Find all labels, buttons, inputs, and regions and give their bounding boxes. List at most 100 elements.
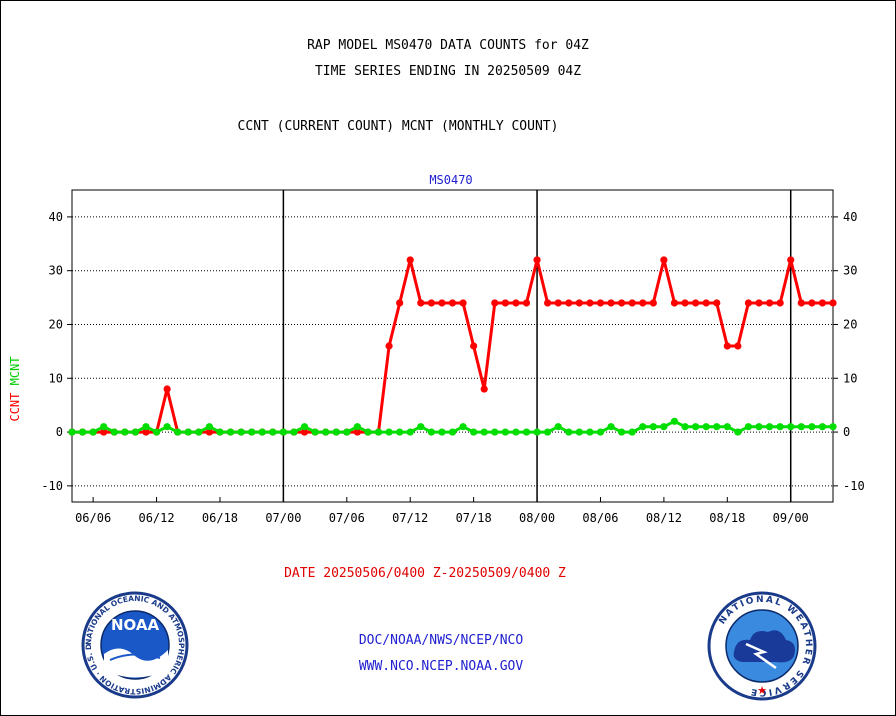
data-point-ccnt <box>755 299 763 307</box>
data-point-ccnt <box>787 256 795 264</box>
data-point-ccnt <box>681 299 689 307</box>
data-point-ccnt <box>142 428 150 436</box>
y-tick-label-left: 0 <box>56 425 63 439</box>
y-tick-label-left: -10 <box>41 479 63 493</box>
chart-subtitle: CCNT (CURRENT COUNT) MCNT (MONTHLY COUNT… <box>237 119 559 134</box>
x-tick-label: 08/00 <box>519 511 555 525</box>
data-point-mcnt <box>343 428 351 436</box>
data-point-mcnt <box>755 423 763 431</box>
data-point-mcnt <box>396 428 404 436</box>
date-range-label: DATE 20250506/0400 Z-20250509/0400 Z <box>284 566 566 581</box>
data-point-mcnt <box>607 423 615 431</box>
data-point-mcnt <box>385 428 393 436</box>
data-point-mcnt <box>522 428 531 436</box>
data-point-ccnt <box>618 299 626 307</box>
data-point-ccnt <box>818 299 827 307</box>
svg-text:★: ★ <box>757 684 767 697</box>
x-tick-label: 08/12 <box>646 511 682 525</box>
x-tick-label: 09/00 <box>773 511 809 525</box>
y-tick-label-right: 0 <box>843 425 850 439</box>
data-point-ccnt <box>300 428 309 436</box>
y-axis-label: CCNT MCNT <box>8 356 22 421</box>
data-point-mcnt <box>205 423 214 431</box>
data-point-ccnt <box>776 299 784 307</box>
data-point-ccnt <box>100 428 108 436</box>
data-point-mcnt <box>100 423 108 431</box>
y-tick-label-right: 10 <box>843 371 857 385</box>
data-point-mcnt <box>808 423 816 431</box>
data-point-mcnt <box>649 423 657 431</box>
data-point-ccnt <box>691 299 700 307</box>
data-point-ccnt <box>427 299 435 307</box>
data-point-mcnt <box>353 423 361 431</box>
data-point-mcnt <box>544 428 552 436</box>
y-tick-label-right: 40 <box>843 210 857 224</box>
data-point-mcnt <box>797 423 805 431</box>
data-point-mcnt <box>480 428 488 436</box>
data-point-ccnt <box>501 299 509 307</box>
data-point-mcnt <box>554 423 562 431</box>
data-point-mcnt <box>586 428 594 436</box>
y-tick-label-right: 20 <box>843 317 857 331</box>
x-tick-label: 06/18 <box>202 511 238 525</box>
data-point-mcnt <box>618 428 626 436</box>
data-point-mcnt <box>68 428 76 436</box>
data-point-mcnt <box>702 423 710 431</box>
data-point-ccnt <box>480 385 488 393</box>
data-point-ccnt <box>533 256 541 264</box>
data-point-mcnt <box>765 423 774 431</box>
data-point-mcnt <box>829 423 837 431</box>
data-point-ccnt <box>522 299 531 307</box>
chart-title-line2: TIME SERIES ENDING IN 20250509 04Z <box>314 64 582 79</box>
data-point-mcnt <box>691 423 700 431</box>
data-point-mcnt <box>713 423 721 431</box>
data-point-ccnt <box>660 256 668 264</box>
data-point-mcnt <box>121 428 129 436</box>
series-layer <box>68 256 837 436</box>
data-point-ccnt <box>734 342 742 350</box>
data-point-ccnt <box>713 299 721 307</box>
data-point-ccnt <box>512 299 520 307</box>
data-point-ccnt <box>385 342 393 350</box>
data-point-ccnt <box>459 299 467 307</box>
data-point-mcnt <box>142 423 150 431</box>
data-point-ccnt <box>639 299 647 307</box>
y-tick-label-right: -10 <box>843 479 865 493</box>
data-point-mcnt <box>575 428 583 436</box>
plot-area-border <box>71 189 834 503</box>
data-point-mcnt <box>248 428 256 436</box>
data-point-ccnt <box>765 299 774 307</box>
data-point-mcnt <box>184 428 192 436</box>
data-point-ccnt <box>205 428 214 436</box>
data-point-ccnt <box>829 299 837 307</box>
x-tick-label: 08/18 <box>709 511 745 525</box>
data-point-mcnt <box>311 428 319 436</box>
data-point-ccnt <box>670 299 679 307</box>
data-point-mcnt <box>565 428 573 436</box>
org-path-label: DOC/NOAA/NWS/NCEP/NCO <box>358 633 524 648</box>
y-tick-label-left: 40 <box>49 210 63 224</box>
data-point-ccnt <box>438 299 446 307</box>
data-point-mcnt <box>670 417 679 425</box>
x-tick-label: 08/06 <box>582 511 618 525</box>
data-point-mcnt <box>660 423 668 431</box>
data-point-ccnt <box>353 428 361 436</box>
data-point-mcnt <box>226 428 235 436</box>
y-tick-label-left: 30 <box>49 264 63 278</box>
x-tick-label: 06/12 <box>138 511 174 525</box>
data-point-mcnt <box>131 428 140 436</box>
data-point-mcnt <box>406 428 414 436</box>
grid-layer <box>72 190 833 502</box>
data-point-mcnt <box>89 428 97 436</box>
svg-text:CCNT MCNT: CCNT MCNT <box>8 356 22 421</box>
data-point-ccnt <box>744 299 753 307</box>
axis-layer: -10 -10 0 0 10 10 20 20 30 30 40 40 06/06 06/12 06/18 0… <box>41 189 865 525</box>
data-point-mcnt <box>195 428 203 436</box>
data-point-mcnt <box>818 423 827 431</box>
data-point-mcnt <box>110 428 118 436</box>
data-point-mcnt <box>501 428 509 436</box>
data-point-mcnt <box>448 428 457 436</box>
data-point-mcnt <box>427 428 435 436</box>
series-line-ccnt <box>72 258 833 434</box>
data-point-ccnt <box>396 299 404 307</box>
